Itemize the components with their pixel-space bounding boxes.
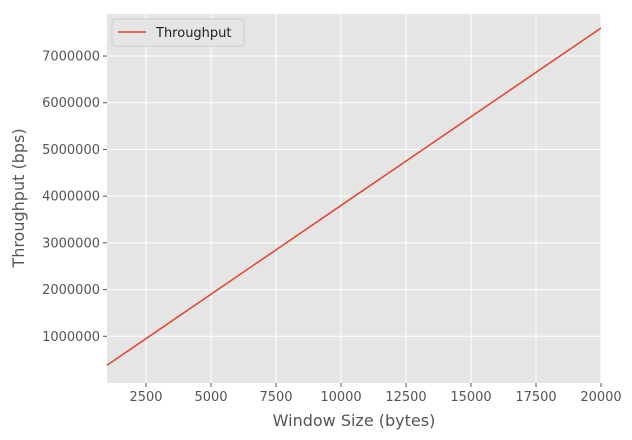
x-axis-label: Window Size (bytes): [273, 411, 436, 430]
x-tick-label: 10000: [320, 390, 361, 405]
x-tick-label: 5000: [194, 390, 227, 405]
y-tick-label: 7000000: [42, 50, 100, 65]
x-tick-label: 2500: [129, 390, 162, 405]
y-axis-ticks: 1000000 2000000 3000000 4000000 5000000 60000…: [42, 50, 107, 345]
y-tick-label: 6000000: [42, 96, 100, 111]
x-tick-label: 12500: [385, 390, 426, 405]
x-tick-label: 7500: [259, 390, 292, 405]
y-tick-label: 2000000: [42, 283, 100, 298]
plot-area-background: [107, 14, 601, 383]
x-axis-ticks: 2500 5000 7500 10000 12500 15000 17500 20000: [129, 383, 622, 405]
y-axis-label: Throughput (bps): [9, 128, 28, 268]
y-tick-label: 4000000: [42, 190, 100, 205]
legend: Throughput: [111, 18, 245, 47]
y-tick-label: 1000000: [42, 330, 100, 345]
legend-label-throughput: Throughput: [155, 26, 232, 41]
x-tick-label: 15000: [450, 390, 491, 405]
series-line-throughput: [106, 27, 602, 366]
legend-box: [111, 18, 245, 47]
y-tick-label: 3000000: [42, 236, 100, 251]
x-tick-label: 20000: [580, 390, 621, 405]
x-tick-label: 17500: [515, 390, 556, 405]
series-lines: [106, 27, 602, 366]
y-tick-label: 5000000: [42, 143, 100, 158]
grid-lines: [107, 14, 602, 383]
